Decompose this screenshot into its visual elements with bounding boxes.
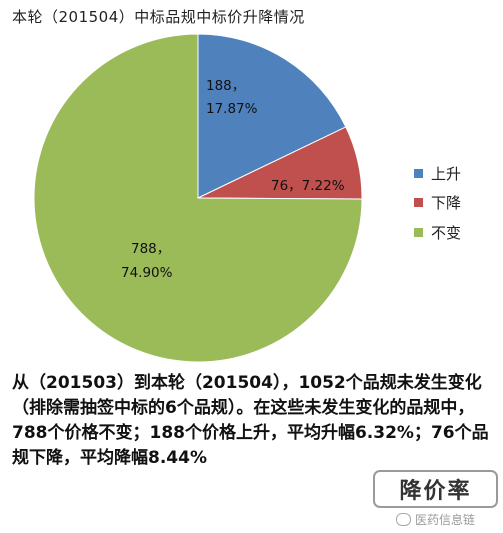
price-drop-rate-badge: 降价率 <box>373 470 498 508</box>
legend-swatch <box>414 197 423 207</box>
slice-rise-label: 17.87% <box>206 101 258 117</box>
legend-item-unchanged: 不变 <box>414 221 461 243</box>
slice-rise <box>197 33 347 199</box>
legend-label: 上升 <box>431 164 462 183</box>
watermark-label: 医药信息链 <box>415 512 476 527</box>
chart-title: 本轮（201504）中标品规中标价升降情况 <box>12 8 305 26</box>
pie-slice-labels: 188， 17.87% 76，7.22% 788， 74.90% <box>121 78 345 281</box>
wechat-icon <box>396 512 411 526</box>
pie-chart: 188， 17.87% 76，7.22% 788， 74.90% <box>33 33 363 363</box>
legend-item-rise: 上升 <box>414 162 461 184</box>
summary-text: 从（201503）到本轮（201504），1052个品规未发生变化（排除需抽签中… <box>12 373 489 468</box>
legend-swatch <box>414 168 423 178</box>
legend-swatch <box>414 227 423 237</box>
watermark: 医药信息链 <box>396 509 475 529</box>
legend-item-fall: 下降 <box>414 191 461 213</box>
slice-unchanged <box>33 33 363 363</box>
slice-rise-label: 188， <box>206 78 245 94</box>
legend-label: 不变 <box>431 223 462 242</box>
pie-slices <box>33 33 363 363</box>
legend-label: 下降 <box>431 193 462 212</box>
slice-unchanged-label: 74.90% <box>121 265 173 281</box>
slice-fall-label: 76，7.22% <box>271 178 345 194</box>
slice-unchanged-label: 788， <box>131 241 170 257</box>
